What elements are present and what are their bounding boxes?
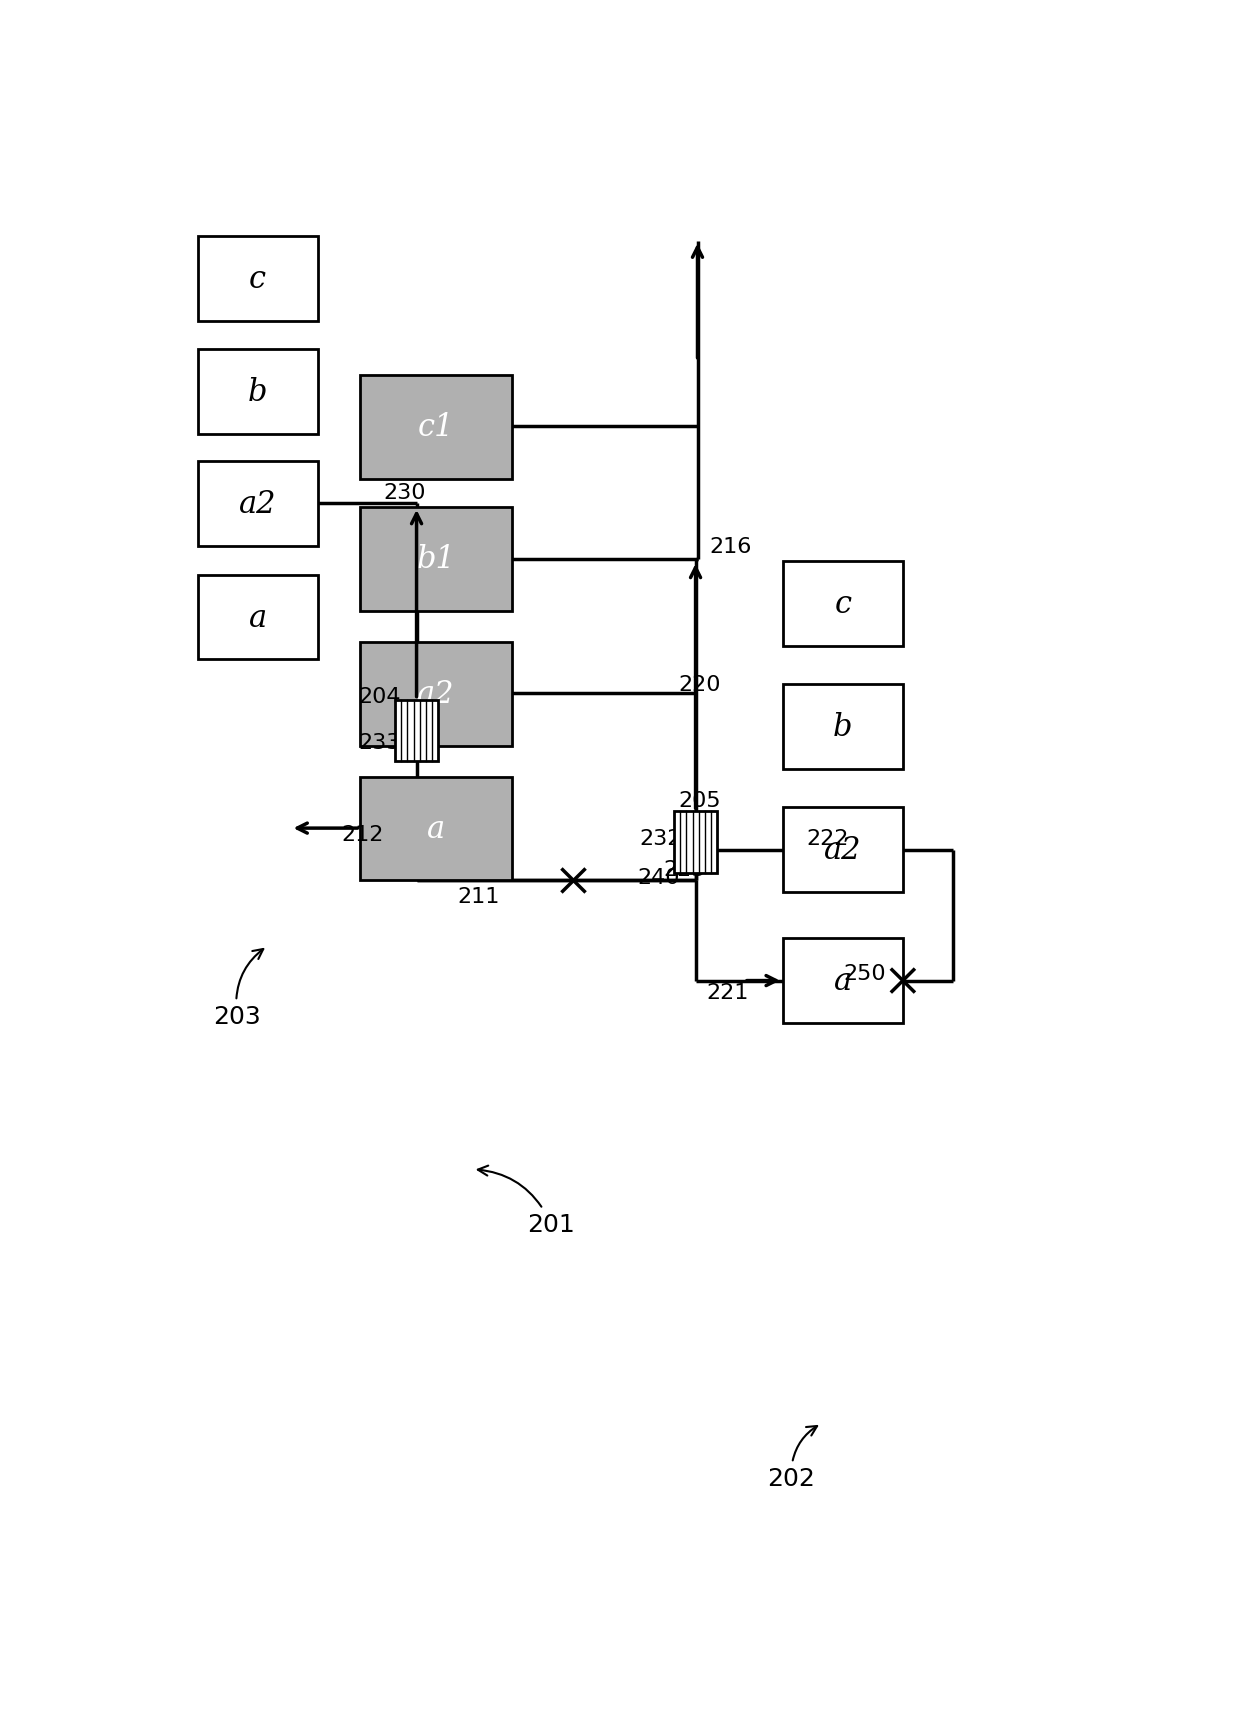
Text: 212: 212 [341, 825, 383, 844]
Text: b1: b1 [417, 545, 455, 574]
Text: a2: a2 [825, 834, 862, 865]
Bar [197, 462, 317, 547]
Text: a: a [833, 965, 852, 996]
Text: 211: 211 [458, 886, 500, 907]
Text: 205: 205 [678, 791, 720, 810]
Bar [396, 701, 438, 761]
Text: c1: c1 [418, 412, 454, 443]
Text: 250: 250 [843, 964, 885, 983]
Bar [197, 349, 317, 434]
Text: c: c [249, 263, 267, 294]
Text: 221: 221 [707, 983, 749, 1003]
Text: 230: 230 [383, 483, 427, 502]
Text: 203: 203 [213, 950, 263, 1028]
Text: 232: 232 [640, 829, 682, 849]
Bar [782, 939, 903, 1024]
Text: c: c [835, 588, 852, 619]
Text: b: b [248, 377, 268, 408]
Text: 202: 202 [768, 1426, 817, 1490]
Text: 216: 216 [709, 536, 751, 557]
Text: 233: 233 [358, 732, 402, 753]
Text: 222: 222 [806, 829, 848, 849]
Text: a: a [427, 813, 445, 844]
Bar [782, 808, 903, 893]
Text: a2: a2 [417, 678, 455, 709]
Bar [361, 375, 511, 479]
Bar [361, 777, 511, 881]
Text: 223: 223 [663, 860, 706, 879]
Bar [361, 507, 511, 612]
Bar [197, 237, 317, 322]
Text: 201: 201 [477, 1166, 575, 1237]
Text: a: a [249, 602, 267, 633]
Bar [675, 811, 717, 874]
Bar [782, 685, 903, 770]
Text: 240: 240 [637, 867, 681, 887]
Text: 220: 220 [678, 675, 720, 695]
Bar [197, 576, 317, 661]
Text: 204: 204 [358, 687, 402, 706]
Bar [782, 562, 903, 647]
Bar [361, 642, 511, 746]
Text: a2: a2 [239, 488, 277, 519]
Text: b: b [833, 711, 853, 742]
